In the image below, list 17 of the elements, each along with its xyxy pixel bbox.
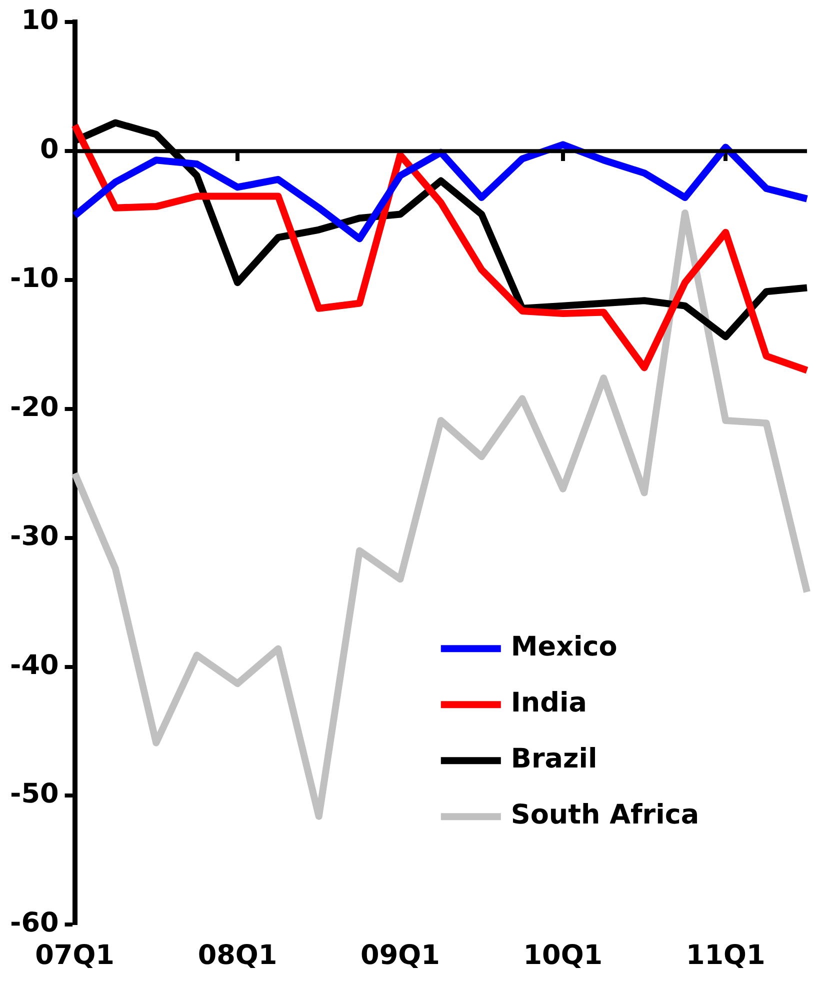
x-tick-label: 08Q1 [198, 940, 278, 971]
y-tick-label: -10 [10, 263, 59, 294]
y-tick-label: -50 [10, 778, 59, 810]
x-tick-label: 10Q1 [523, 940, 603, 971]
legend-label: India [510, 688, 587, 719]
y-tick-label: -40 [10, 650, 59, 681]
x-tick-label: 11Q1 [686, 940, 766, 971]
legend-label: Mexico [510, 632, 618, 663]
legend-label: South Africa [510, 800, 700, 831]
x-tick-label: 09Q1 [360, 940, 440, 971]
legend-label: Brazil [510, 744, 598, 775]
y-tick-label: 10 [21, 5, 59, 36]
y-tick-label: -20 [10, 392, 59, 423]
y-tick-label: -30 [10, 520, 59, 552]
y-tick-label: 0 [40, 134, 59, 166]
y-tick-label: -60 [10, 908, 59, 939]
x-tick-label: 07Q1 [35, 940, 114, 971]
